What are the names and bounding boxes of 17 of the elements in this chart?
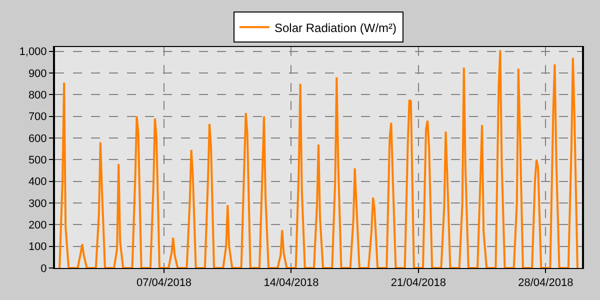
x-tick-label: 21/04/2018 [390, 277, 446, 290]
y-tick-label: 100 [28, 241, 47, 254]
x-tick-label: 28/04/2018 [518, 277, 574, 290]
y-tick-label: 600 [28, 132, 47, 145]
y-tick-label: 200 [28, 220, 47, 232]
y-tick-label: 400 [28, 176, 47, 188]
y-tick-label: 800 [28, 90, 47, 102]
y-tick-label: 1,000 [19, 46, 47, 58]
legend-label: Solar Radiation (W/m²) [274, 20, 397, 35]
y-tick-label: 500 [28, 154, 47, 167]
y-tick-label: 300 [28, 198, 47, 210]
y-tick-label: 900 [28, 68, 47, 80]
x-tick-label: 07/04/2018 [136, 277, 192, 290]
x-tick-label: 14/04/2018 [264, 277, 319, 290]
y-tick-label: 0 [40, 262, 47, 275]
y-tick-label: 700 [28, 111, 47, 124]
line-series [58, 49, 578, 268]
